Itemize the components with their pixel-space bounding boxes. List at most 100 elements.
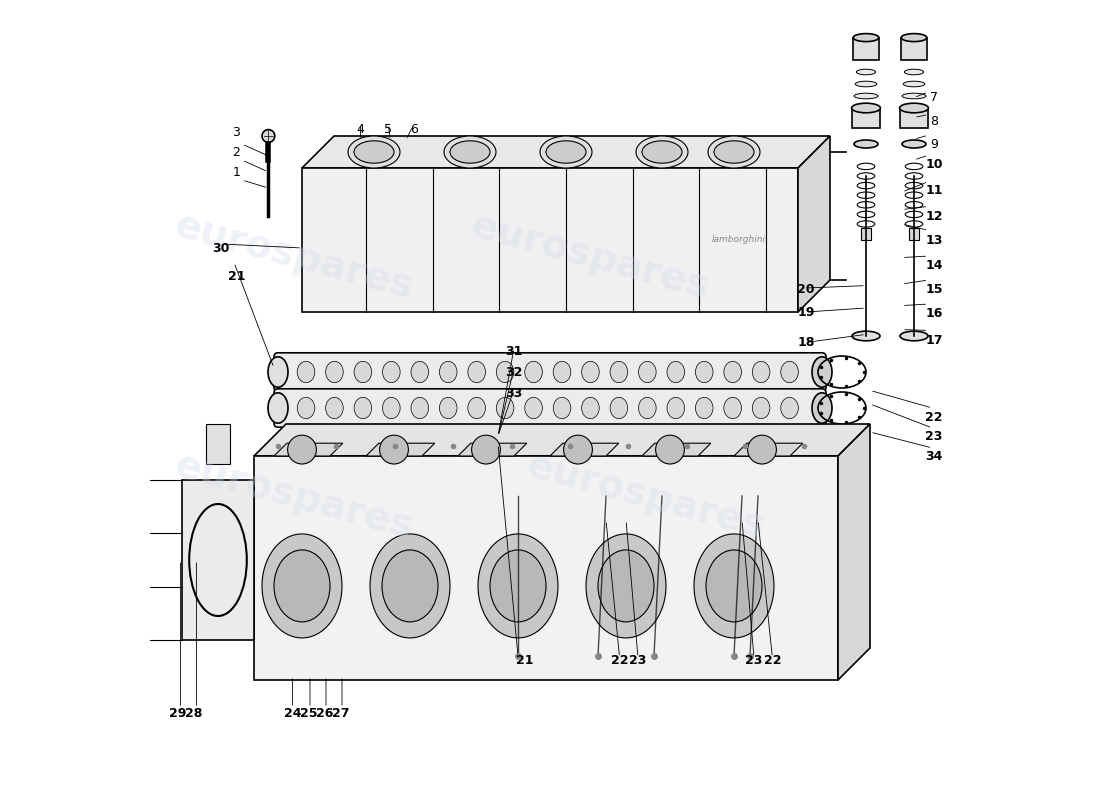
- Text: 6: 6: [410, 123, 418, 136]
- Circle shape: [472, 435, 500, 464]
- FancyBboxPatch shape: [274, 353, 826, 391]
- Text: eurospares: eurospares: [170, 446, 418, 546]
- Ellipse shape: [854, 34, 879, 42]
- Text: 25: 25: [299, 707, 317, 720]
- Ellipse shape: [382, 550, 438, 622]
- Text: 31: 31: [505, 346, 522, 358]
- Ellipse shape: [411, 362, 429, 382]
- Ellipse shape: [297, 398, 315, 418]
- Ellipse shape: [262, 534, 342, 638]
- Ellipse shape: [781, 362, 799, 382]
- Ellipse shape: [496, 362, 514, 382]
- Polygon shape: [550, 443, 619, 456]
- Text: 33: 33: [505, 387, 522, 400]
- Text: 22: 22: [610, 654, 628, 666]
- Text: 15: 15: [925, 283, 943, 296]
- Text: 5: 5: [384, 123, 393, 136]
- Text: 16: 16: [925, 307, 943, 320]
- Bar: [900, 108, 928, 128]
- Polygon shape: [254, 456, 838, 680]
- Ellipse shape: [903, 82, 925, 86]
- Text: 23: 23: [629, 654, 647, 666]
- Ellipse shape: [695, 398, 713, 418]
- Ellipse shape: [478, 534, 558, 638]
- Ellipse shape: [642, 141, 682, 163]
- Ellipse shape: [411, 398, 429, 418]
- Ellipse shape: [694, 534, 774, 638]
- Bar: [861, 228, 871, 240]
- Bar: [851, 108, 880, 128]
- Ellipse shape: [274, 550, 330, 622]
- Ellipse shape: [851, 103, 880, 113]
- Ellipse shape: [706, 550, 762, 622]
- Text: 29: 29: [169, 707, 187, 720]
- Ellipse shape: [354, 141, 394, 163]
- Circle shape: [379, 435, 408, 464]
- Ellipse shape: [781, 398, 799, 418]
- Ellipse shape: [812, 357, 832, 387]
- Circle shape: [287, 435, 317, 464]
- Ellipse shape: [326, 398, 343, 418]
- Ellipse shape: [902, 94, 926, 99]
- Text: 27: 27: [332, 707, 349, 720]
- Text: 17: 17: [925, 334, 943, 346]
- Ellipse shape: [540, 136, 592, 168]
- Text: 4: 4: [356, 123, 364, 136]
- Ellipse shape: [667, 362, 684, 382]
- Ellipse shape: [900, 103, 928, 113]
- Ellipse shape: [553, 362, 571, 382]
- Text: 2: 2: [232, 146, 240, 158]
- Ellipse shape: [297, 362, 315, 382]
- Text: 34: 34: [925, 450, 943, 462]
- Text: eurospares: eurospares: [170, 206, 418, 306]
- Ellipse shape: [439, 398, 456, 418]
- Ellipse shape: [857, 70, 876, 75]
- Polygon shape: [366, 443, 434, 456]
- Ellipse shape: [582, 362, 600, 382]
- Ellipse shape: [496, 398, 514, 418]
- Ellipse shape: [582, 398, 600, 418]
- Text: 19: 19: [798, 306, 815, 318]
- Ellipse shape: [439, 362, 456, 382]
- Bar: [910, 228, 918, 240]
- Ellipse shape: [610, 362, 628, 382]
- Text: 1: 1: [232, 166, 240, 178]
- Polygon shape: [302, 168, 798, 312]
- Bar: [182, 480, 254, 640]
- Ellipse shape: [586, 534, 666, 638]
- Text: lamborghini: lamborghini: [712, 235, 766, 245]
- FancyBboxPatch shape: [274, 389, 826, 427]
- Ellipse shape: [354, 362, 372, 382]
- Circle shape: [262, 130, 275, 142]
- Ellipse shape: [354, 398, 372, 418]
- Circle shape: [563, 435, 593, 464]
- Text: 20: 20: [798, 283, 815, 296]
- Ellipse shape: [854, 94, 878, 99]
- Ellipse shape: [724, 362, 741, 382]
- Ellipse shape: [610, 398, 628, 418]
- Text: 13: 13: [925, 234, 943, 246]
- Ellipse shape: [904, 70, 924, 75]
- Text: 9: 9: [931, 138, 938, 150]
- Ellipse shape: [902, 140, 926, 148]
- Bar: [901, 38, 927, 60]
- Ellipse shape: [444, 136, 496, 168]
- Ellipse shape: [901, 34, 927, 42]
- Ellipse shape: [708, 136, 760, 168]
- Ellipse shape: [525, 398, 542, 418]
- Ellipse shape: [667, 398, 684, 418]
- Polygon shape: [302, 136, 830, 168]
- Ellipse shape: [383, 398, 400, 418]
- Ellipse shape: [900, 331, 928, 341]
- Circle shape: [656, 435, 684, 464]
- Ellipse shape: [638, 362, 656, 382]
- Ellipse shape: [268, 393, 288, 423]
- Text: 18: 18: [798, 336, 815, 349]
- Circle shape: [748, 435, 777, 464]
- Ellipse shape: [370, 534, 450, 638]
- Text: 11: 11: [925, 184, 943, 197]
- Text: 22: 22: [925, 411, 943, 424]
- Text: 26: 26: [316, 707, 333, 720]
- Text: 24: 24: [284, 707, 301, 720]
- Text: 10: 10: [925, 158, 943, 170]
